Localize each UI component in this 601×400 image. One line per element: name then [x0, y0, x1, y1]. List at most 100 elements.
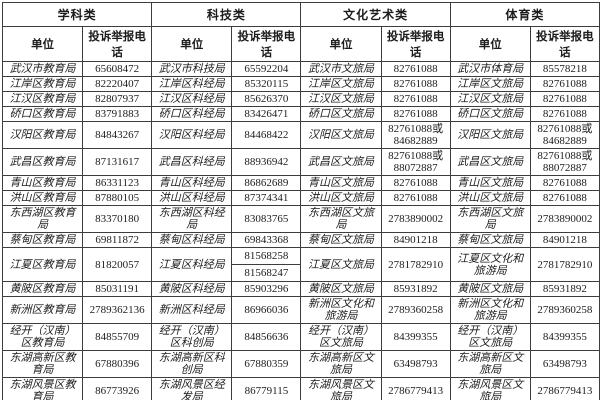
- phone-cell: 84901218: [380, 232, 451, 248]
- unit-cell: 青山区教育局: [1, 175, 84, 191]
- unit-cell: 青山区文旅局: [300, 175, 382, 191]
- unit-column-header: 单位: [300, 26, 382, 62]
- phone-cell: 82761088: [529, 190, 601, 206]
- unit-name: 东西湖区教育局: [9, 207, 76, 231]
- unit-name: 硚口区文旅局: [457, 108, 524, 120]
- phone-number: 88936942: [244, 156, 289, 168]
- unit-cell: 江汉区文旅局: [449, 91, 531, 107]
- unit-name: 经开（汉南）区文旅局: [308, 325, 375, 349]
- unit-name: 洪山区文旅局: [457, 192, 524, 204]
- phone-cell: 85031191: [82, 281, 153, 297]
- table-row: 新洲区教育局 2789362136 新洲区科经局 86966036 新洲区文化和旅游局 2…: [1, 296, 601, 324]
- phone-cell: 67880359: [231, 350, 302, 378]
- unit-cell: 汉阳区文旅局: [449, 121, 531, 149]
- phone-cell: 82761088: [529, 106, 601, 122]
- phone-cell: 2789360258: [529, 296, 601, 324]
- phone-cell: 63498793: [529, 350, 601, 378]
- table-row: 东西湖区教育局 83370180 东西湖区科经局 83083765 东西湖区文旅局 278…: [1, 205, 601, 233]
- unit-name: 新洲区文化和旅游局: [457, 298, 524, 322]
- unit-cell: 东西湖区文旅局: [300, 205, 382, 233]
- phone-cell: 85931892: [529, 281, 601, 297]
- phone-cell: 86966036: [231, 296, 302, 324]
- unit-cell: 黄陂区文旅局: [449, 281, 531, 297]
- unit-cell: 硚口区文旅局: [300, 106, 382, 122]
- phone-number: 2781782910: [388, 258, 444, 271]
- unit-cell: 汉阳区教育局: [1, 121, 84, 149]
- unit-name: 东湖高新区科创局: [158, 352, 225, 376]
- unit-cell: 青山区文旅局: [449, 175, 531, 191]
- phone-cell: 67880396: [82, 350, 153, 378]
- phone-column-header: 投诉举报电话: [529, 26, 601, 62]
- unit-cell: 武昌区教育局: [1, 148, 84, 176]
- phone-number: 87131617: [95, 156, 140, 168]
- unit-name: 江岸区文旅局: [308, 78, 375, 90]
- phone-number: 83426471: [244, 108, 289, 120]
- phone-number: 2786779413: [388, 385, 444, 397]
- unit-name: 青山区科经局: [158, 177, 225, 189]
- unit-name: 硚口区教育局: [9, 108, 76, 120]
- phone-cell: 85903296: [231, 281, 302, 297]
- unit-cell: 武昌区科经局: [151, 148, 233, 176]
- unit-cell: 硚口区教育局: [1, 106, 84, 122]
- unit-name: 洪山区教育局: [9, 192, 76, 204]
- phone-number: 81568247: [232, 264, 300, 281]
- unit-name: 硚口区科经局: [158, 108, 225, 120]
- phone-number: 65608472: [95, 63, 140, 75]
- unit-name: 东湖高新区文旅局: [457, 352, 524, 376]
- phone-column-header: 投诉举报电话: [231, 26, 302, 62]
- unit-name: 江岸区文旅局: [457, 78, 524, 90]
- phone-number: 84682889: [542, 135, 587, 147]
- unit-name: 江岸区科经局: [158, 78, 225, 90]
- unit-name: 新洲区文化和旅游局: [308, 298, 375, 322]
- unit-name: 江夏区教育局: [9, 258, 76, 271]
- group-header: 体育类: [449, 2, 601, 27]
- unit-cell: 江夏区科经局: [151, 247, 233, 282]
- unit-cell: 武汉市文旅局: [300, 61, 382, 77]
- phone-cell: 87880105: [82, 190, 153, 206]
- phone-number: 82761088: [393, 93, 438, 105]
- phone-number: 63498793: [393, 358, 438, 370]
- phone-number: 82761088: [393, 108, 438, 120]
- phone-number: 65592204: [244, 63, 289, 75]
- phone-cell: 2789360258: [380, 296, 451, 324]
- unit-cell: 硚口区文旅局: [449, 106, 531, 122]
- group-header: 科技类: [151, 2, 302, 27]
- phone-cell: 83791883: [82, 106, 153, 122]
- unit-name: 武汉市科技局: [158, 63, 225, 75]
- phone-cell: 84855709: [82, 323, 153, 351]
- unit-name: 新洲区教育局: [9, 304, 76, 316]
- phone-number: 82761088: [393, 192, 438, 204]
- table-row: 经开（汉南）区教育局 84855709 经开（汉南）区科创局 84856636 经开（汉…: [1, 323, 601, 351]
- unit-cell: 东西湖区科经局: [151, 205, 233, 233]
- unit-cell: 新洲区文化和旅游局: [449, 296, 531, 324]
- unit-name: 东湖风景区文旅局: [308, 379, 375, 400]
- phone-cell: 63498793: [380, 350, 451, 378]
- unit-cell: 武汉市教育局: [1, 61, 84, 77]
- phone-number: 82761088或: [388, 150, 444, 162]
- unit-name: 黄陂区教育局: [9, 283, 76, 295]
- unit-cell: 东西湖区文旅局: [449, 205, 531, 233]
- table-row: 江汉区教育局 82807937 江汉区科经局 85626370 江汉区文旅局 827610…: [1, 91, 601, 107]
- category-header-row: 学科类 科技类 文化艺术类 体育类: [1, 2, 601, 27]
- unit-name: 洪山区科经局: [158, 192, 225, 204]
- phone-number: 83083765: [244, 213, 289, 225]
- unit-column-header: 单位: [1, 26, 84, 62]
- phone-cell: 2781782910: [529, 247, 601, 282]
- unit-cell: 江夏区文化和旅游局: [449, 247, 531, 282]
- phone-cell: 85931892: [380, 281, 451, 297]
- unit-name: 黄陂区文旅局: [457, 283, 524, 295]
- phone-cell: 2783890002: [380, 205, 451, 233]
- phone-number: 86773926: [95, 385, 140, 397]
- unit-cell: 武汉市体育局: [449, 61, 531, 77]
- column-header-row: 单位 投诉举报电话 单位 投诉举报电话 单位 投诉举报电话 单位 投诉举报电话: [1, 26, 601, 62]
- unit-cell: 经开（汉南）区文旅局: [300, 323, 382, 351]
- unit-name: 汉阳区教育局: [9, 129, 76, 141]
- unit-cell: 江汉区科经局: [151, 91, 233, 107]
- unit-name: 青山区文旅局: [457, 177, 524, 189]
- phone-cell: 81568258 81568247: [231, 247, 302, 282]
- unit-cell: 黄陂区教育局: [1, 281, 84, 297]
- unit-column-header: 单位: [151, 26, 233, 62]
- unit-cell: 蔡甸区教育局: [1, 232, 84, 248]
- unit-name: 新洲区科经局: [158, 304, 225, 316]
- phone-cell: 84399355: [529, 323, 601, 351]
